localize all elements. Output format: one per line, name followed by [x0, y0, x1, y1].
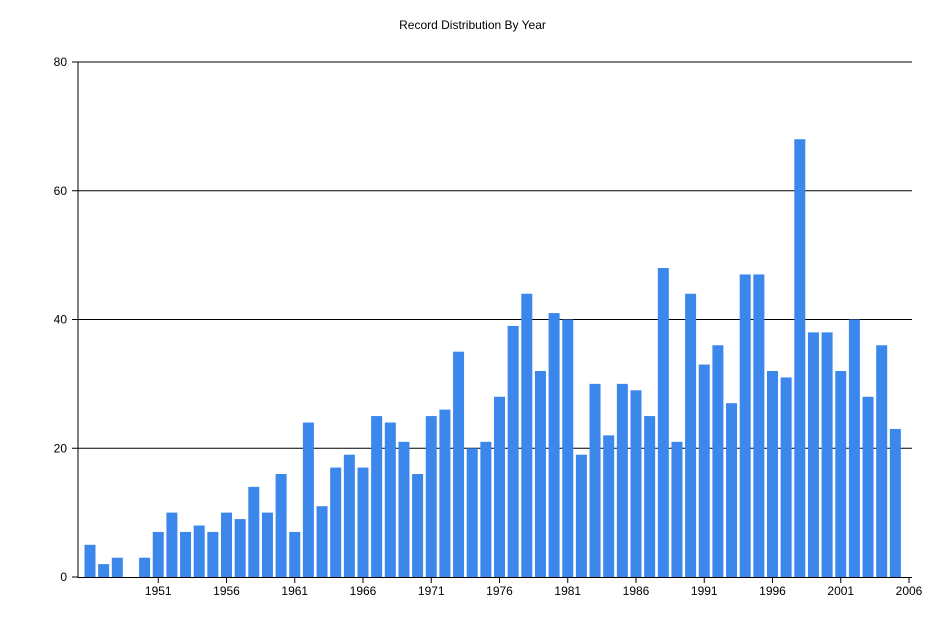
bar: [152, 531, 164, 577]
bar: [862, 396, 874, 577]
bar: [139, 557, 151, 577]
bar: [767, 371, 778, 577]
bar: [384, 422, 396, 577]
bar: [207, 531, 219, 577]
bar: [794, 139, 806, 577]
bar: [575, 454, 587, 577]
x-tick-label: 2001: [827, 584, 854, 598]
bar: [603, 435, 615, 577]
bar: [698, 364, 710, 577]
bar: [589, 383, 601, 577]
bar: [193, 525, 205, 577]
bar: [357, 467, 369, 577]
bar: [453, 351, 465, 577]
y-tick-label: 60: [54, 184, 68, 198]
bar: [671, 441, 683, 577]
bar: [302, 422, 314, 577]
bar: [221, 512, 232, 577]
bar: [821, 332, 833, 577]
bar: [835, 371, 847, 577]
bar: [616, 383, 628, 577]
bar: [275, 474, 287, 577]
bar: [630, 390, 642, 577]
bar: [84, 544, 96, 577]
x-tick-label: 1971: [418, 584, 445, 598]
bar: [807, 332, 819, 577]
chart-title: Record Distribution By Year: [399, 18, 546, 32]
bar: [685, 293, 697, 577]
bar: [316, 506, 328, 577]
x-tick-label: 1996: [759, 584, 786, 598]
bar: [466, 448, 478, 577]
y-tick-label: 80: [54, 55, 68, 69]
bar: [562, 319, 574, 577]
bar: [439, 409, 451, 577]
bar: [507, 325, 519, 577]
x-tick-label: 1966: [350, 584, 377, 598]
bar: [261, 512, 273, 577]
bar: [289, 531, 301, 577]
bar: [876, 345, 888, 577]
y-tick-label: 40: [54, 313, 68, 327]
bar: [753, 274, 765, 577]
x-tick-label: 1981: [554, 584, 581, 598]
bar: [248, 486, 260, 577]
bar: [412, 474, 424, 577]
bar: [234, 519, 246, 577]
bar: [166, 512, 178, 577]
bar: [848, 319, 860, 577]
bar: [480, 441, 492, 577]
y-tick-label: 0: [60, 570, 67, 584]
bar: [398, 441, 410, 577]
bar: [548, 313, 560, 577]
bar: [780, 377, 792, 577]
bar: [111, 557, 123, 577]
bar: [180, 531, 192, 577]
bar: [521, 293, 533, 577]
x-tick-label: 1956: [213, 584, 240, 598]
bar: [889, 428, 901, 577]
bar: [330, 467, 342, 577]
y-tick-label: 20: [54, 441, 68, 455]
x-tick-label: 1961: [281, 584, 308, 598]
bar: [657, 268, 669, 577]
bar: [494, 396, 505, 577]
x-tick-label: 1976: [486, 584, 513, 598]
bar: [644, 416, 656, 577]
x-tick-label: 1991: [691, 584, 718, 598]
bar: [371, 416, 383, 577]
bar: [739, 274, 751, 577]
bar: [534, 371, 546, 577]
x-tick-label: 2006: [896, 584, 923, 598]
x-tick-label: 1986: [623, 584, 650, 598]
bar: [726, 403, 738, 577]
bar: [343, 454, 355, 577]
x-tick-label: 1951: [145, 584, 172, 598]
bar: [712, 345, 724, 577]
bar: [425, 416, 437, 577]
bar: [98, 564, 110, 577]
